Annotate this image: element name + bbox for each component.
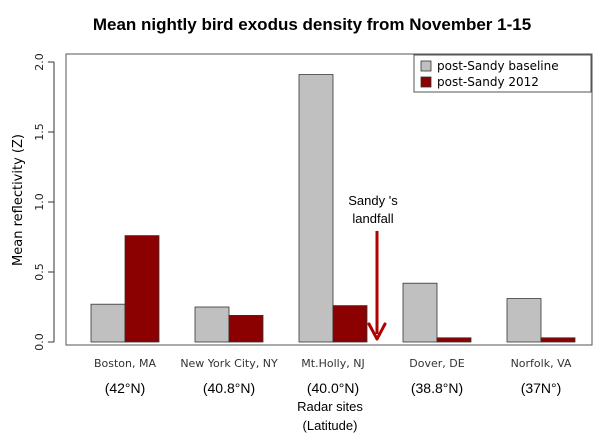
y-axis-label: Mean reflectivity (Z): [11, 134, 26, 266]
y-axis: 0.0 0.5 1.0 1.5 2.0: [33, 53, 55, 351]
x-axis-label-line2: (Latitude): [303, 418, 358, 433]
legend-label-2012: post-Sandy 2012: [437, 75, 539, 89]
legend-box: [413, 54, 592, 93]
latitude-label: (37N°): [521, 380, 562, 396]
y-tick-label: 1.0: [33, 193, 46, 211]
latitude-label: (40.0°N): [307, 380, 359, 396]
legend-swatch-2012: [420, 76, 432, 88]
legend-swatch-baseline: [420, 60, 432, 72]
bars: [90, 74, 576, 343]
category-label: Boston, MA: [94, 357, 157, 370]
bar-2012: [436, 337, 472, 343]
bar-2012: [124, 235, 160, 343]
y-tick-label: 0.0: [33, 333, 46, 351]
bar-baseline: [90, 303, 126, 343]
bar-baseline: [506, 298, 542, 343]
category-labels: Boston, MA (42°N) New York City, NY (40.8°N…: [94, 357, 572, 396]
category-label: Dover, DE: [409, 357, 464, 370]
bar-2012: [332, 305, 368, 343]
bar-baseline: [298, 74, 334, 343]
landfall-arrow-head: [367, 322, 387, 341]
x-axis-label-line1: Radar sites: [297, 399, 363, 414]
annotation-line1: Sandy 's: [348, 193, 398, 208]
annotation-line2: landfall: [352, 211, 393, 226]
bar-baseline: [194, 306, 230, 343]
y-tick-label: 0.5: [33, 263, 46, 281]
latitude-label: (38.8°N): [411, 380, 463, 396]
category-label: Norfolk, VA: [511, 357, 572, 370]
latitude-label: (40.8°N): [203, 380, 255, 396]
category-label: New York City, NY: [180, 357, 278, 370]
bar-2012: [228, 314, 264, 343]
y-tick-label: 1.5: [33, 123, 46, 141]
y-tick-label: 2.0: [33, 53, 46, 71]
chart-title: Mean nightly bird exodus density from No…: [93, 15, 531, 34]
landfall-annotation: Sandy 's landfall: [348, 193, 398, 341]
bar-2012: [540, 337, 576, 343]
legend: post-Sandy baseline post-Sandy 2012: [413, 54, 592, 93]
latitude-label: (42°N): [105, 380, 146, 396]
category-label: Mt.Holly, NJ: [301, 357, 364, 370]
plot-frame: [65, 53, 593, 346]
bar-baseline: [402, 282, 438, 343]
legend-label-baseline: post-Sandy baseline: [437, 59, 559, 73]
